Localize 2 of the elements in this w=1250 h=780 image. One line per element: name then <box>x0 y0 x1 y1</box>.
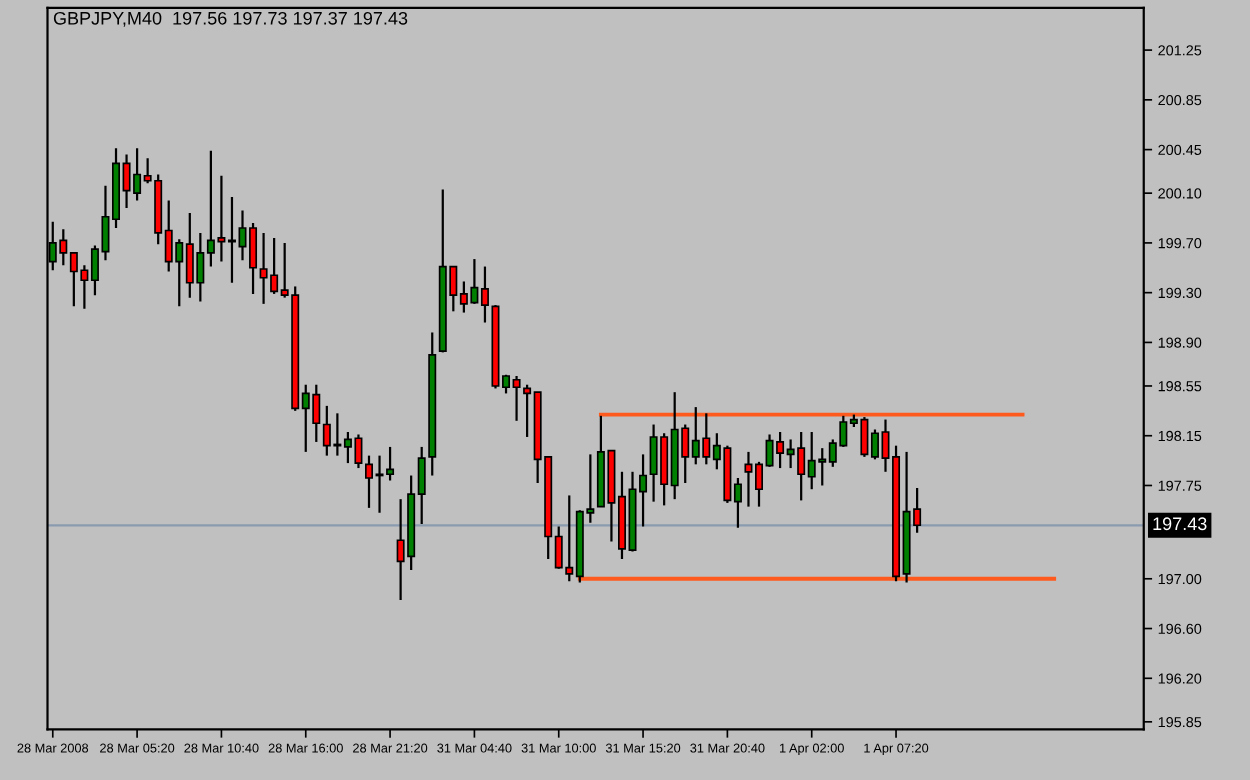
chart-title: GBPJPY,M40 197.56 197.73 197.37 197.43 <box>53 11 408 27</box>
ref-line-label: 197.43 <box>1153 517 1207 531</box>
